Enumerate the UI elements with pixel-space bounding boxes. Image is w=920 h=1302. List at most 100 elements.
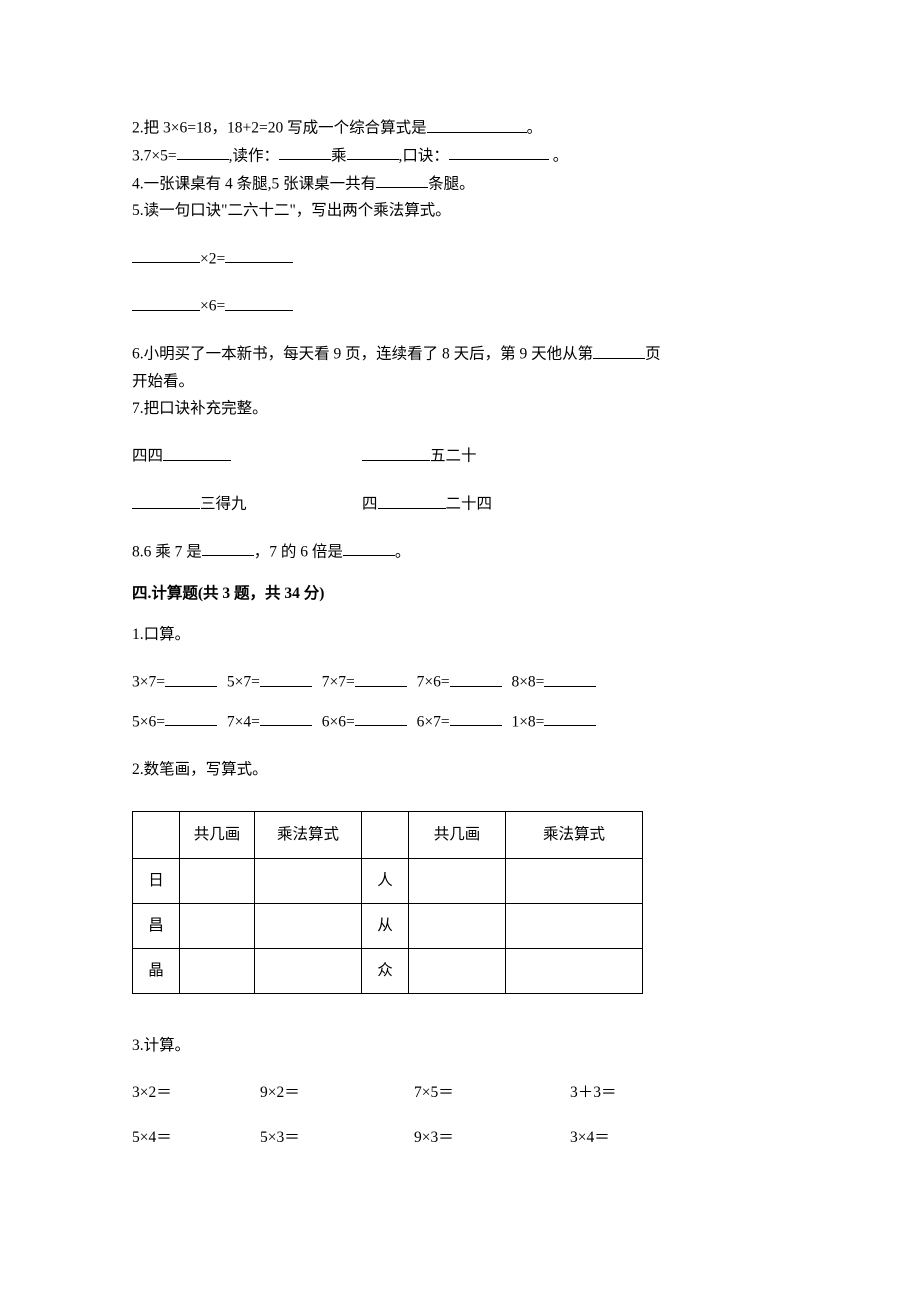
q6-line2: 开始看。 [132, 370, 790, 393]
calc-item: 7×5＝ [414, 1081, 570, 1104]
calc-item: 7×7= [322, 674, 355, 691]
q7: 7.把口诀补充完整。 [132, 397, 790, 420]
q2: 2.把 3×6=18，18+2=20 写成一个综合算式是 。 [132, 116, 790, 140]
q7-r1-a: 四四 [132, 448, 163, 465]
calc-item: 3×7= [132, 674, 165, 691]
table-cell: 昌 [133, 903, 180, 948]
q7-r2-a: 三得九 [200, 496, 247, 513]
table-cell [180, 858, 255, 903]
calc-item: 5×7= [227, 674, 260, 691]
q6-line1: 6.小明买了一本新书，每天看 9 页，连续看了 8 天后，第 9 天他从第 页 [132, 342, 790, 366]
calc-blank [260, 670, 312, 687]
stroke-table: 共几画乘法算式共几画乘法算式日人昌从晶众 [132, 811, 643, 994]
q3-d: ,口诀： [399, 147, 449, 164]
q5-eq2-blank1 [132, 294, 200, 311]
table-cell [409, 903, 506, 948]
q8-b: ，7 的 6 倍是 [254, 543, 343, 560]
calc-blank [165, 710, 217, 727]
q5: 5.读一句口诀"二六十二"，写出两个乘法算式。 [132, 199, 790, 222]
q4: 4.一张课桌有 4 条腿,5 张课桌一共有 条腿。 [132, 172, 790, 196]
table-header: 共几画 [180, 811, 255, 858]
table-header: 乘法算式 [506, 811, 643, 858]
q3-blank3 [347, 144, 399, 161]
table-cell [180, 903, 255, 948]
q3-e: 。 [549, 147, 568, 164]
section-4-heading: 四.计算题(共 3 题，共 34 分) [132, 582, 790, 605]
q3-blank1 [177, 144, 229, 161]
q2-blank [427, 116, 527, 133]
calc-item: 7×4= [227, 713, 260, 730]
table-cell [506, 858, 643, 903]
q5-eq2: ×6= [132, 294, 790, 318]
q7-row1: 四四 五二十 [132, 444, 790, 468]
calc-blank [544, 670, 596, 687]
calc-blank [165, 670, 217, 687]
q4-blank [376, 172, 428, 189]
q6-b: 页 [645, 346, 661, 363]
q7-r2-b: 四 [362, 496, 378, 513]
table-header: 共几画 [409, 811, 506, 858]
calc-item: 6×6= [322, 713, 355, 730]
calc-blank [355, 710, 407, 727]
calc-blank [544, 710, 596, 727]
calc-item: 7×6= [417, 674, 450, 691]
q7-r1-blank1 [163, 444, 231, 461]
q7-row2: 三得九 四 二十四 [132, 492, 790, 516]
q5-eq2-blank2 [225, 294, 293, 311]
q5-eq2-mid: ×6= [200, 298, 225, 315]
calc-item: 3＋3＝ [570, 1081, 670, 1104]
calc-item: 1×8= [511, 713, 544, 730]
table-cell [409, 858, 506, 903]
table-cell [506, 948, 643, 993]
q5-eq1: ×2= [132, 247, 790, 271]
calc-item: 9×3＝ [414, 1126, 570, 1149]
page: 2.把 3×6=18，18+2=20 写成一个综合算式是。 3.7×5=,读作：… [0, 0, 920, 1302]
calc-item: 9×2＝ [260, 1081, 414, 1104]
q5-eq1-blank2 [225, 247, 293, 264]
table-cell: 日 [133, 858, 180, 903]
table-cell: 晶 [133, 948, 180, 993]
q3: 3.7×5= ,读作： 乘 ,口诀： 。 [132, 144, 790, 168]
q7-r2-blank2 [378, 492, 446, 509]
calc-blank [450, 670, 502, 687]
q4-b: 条腿。 [428, 175, 475, 192]
table-cell [180, 948, 255, 993]
calc-item: 5×3＝ [260, 1126, 414, 1149]
calc-blank [260, 710, 312, 727]
q5-eq1-mid: ×2= [200, 250, 225, 267]
calc-blank [450, 710, 502, 727]
p1-row1: 3×7= 5×7= 7×7= 7×6= 8×8= [132, 670, 790, 694]
table-header [362, 811, 409, 858]
q6-a: 6.小明买了一本新书，每天看 9 页，连续看了 8 天后，第 9 天他从第 [132, 346, 593, 363]
q4-a: 4.一张课桌有 4 条腿,5 张课桌一共有 [132, 175, 376, 192]
calc-blank [355, 670, 407, 687]
calc-item: 5×4＝ [132, 1126, 260, 1149]
q7-r1-blank2 [362, 444, 430, 461]
calc-item: 6×7= [417, 713, 450, 730]
q3-blank4 [449, 144, 549, 161]
calc-item: 3×4＝ [570, 1126, 670, 1149]
p2: 2.数笔画，写算式。 [132, 758, 790, 781]
q8-c: 。 [395, 543, 411, 560]
q2-text: 2.把 3×6=18，18+2=20 写成一个综合算式是 [132, 120, 427, 137]
q3-blank2 [279, 144, 331, 161]
calc-item: 3×2＝ [132, 1081, 260, 1104]
q3-b: ,读作： [229, 147, 279, 164]
table-cell: 从 [362, 903, 409, 948]
q7-r2-blank1 [132, 492, 200, 509]
q2-period: 。 [527, 120, 543, 137]
table-cell [506, 903, 643, 948]
table-cell [409, 948, 506, 993]
q3-a: 3.7×5= [132, 147, 177, 164]
p3-grid: 3×2＝9×2＝7×5＝3＋3＝ 5×4＝5×3＝9×3＝3×4＝ [132, 1081, 790, 1150]
p3: 3.计算。 [132, 1034, 790, 1057]
q5-eq1-blank1 [132, 247, 200, 264]
table-cell [255, 903, 362, 948]
table-header: 乘法算式 [255, 811, 362, 858]
calc-item: 8×8= [511, 674, 544, 691]
q7-r2-c: 二十四 [446, 496, 493, 513]
p1-row2: 5×6= 7×4= 6×6= 6×7= 1×8= [132, 710, 790, 734]
calc-item: 5×6= [132, 713, 165, 730]
q3-c: 乘 [331, 147, 347, 164]
table-cell: 众 [362, 948, 409, 993]
